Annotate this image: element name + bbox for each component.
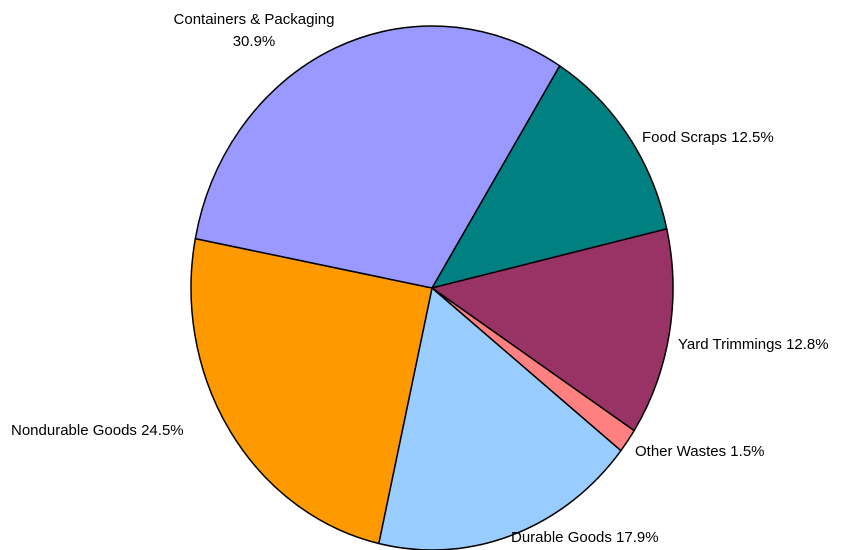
pie-labels: Food Scraps 12.5% Yard Trimmings 12.8% Oth… [11, 11, 829, 546]
slice-label-5-line-1: 30.9% [233, 33, 276, 50]
slice-label-1: Yard Trimmings 12.8% [678, 336, 829, 353]
pie-slices [190, 25, 674, 550]
slice-label-2: Other Wastes 1.5% [635, 443, 765, 460]
slice-label-3: Durable Goods 17.9% [511, 529, 659, 546]
pie-slice-1 [431, 228, 674, 432]
slice-label-5: Containers & Packaging 30.9% [174, 11, 335, 50]
slice-label-5-line-0: Containers & Packaging [174, 11, 335, 28]
pie-slice-0 [431, 65, 668, 289]
slice-label-4: Nondurable Goods 24.5% [11, 422, 184, 439]
pie-slice-5 [194, 25, 561, 289]
slice-label-0: Food Scraps 12.5% [642, 129, 774, 146]
pie-slice-4 [190, 237, 433, 545]
pie-slice-3 [378, 287, 622, 550]
